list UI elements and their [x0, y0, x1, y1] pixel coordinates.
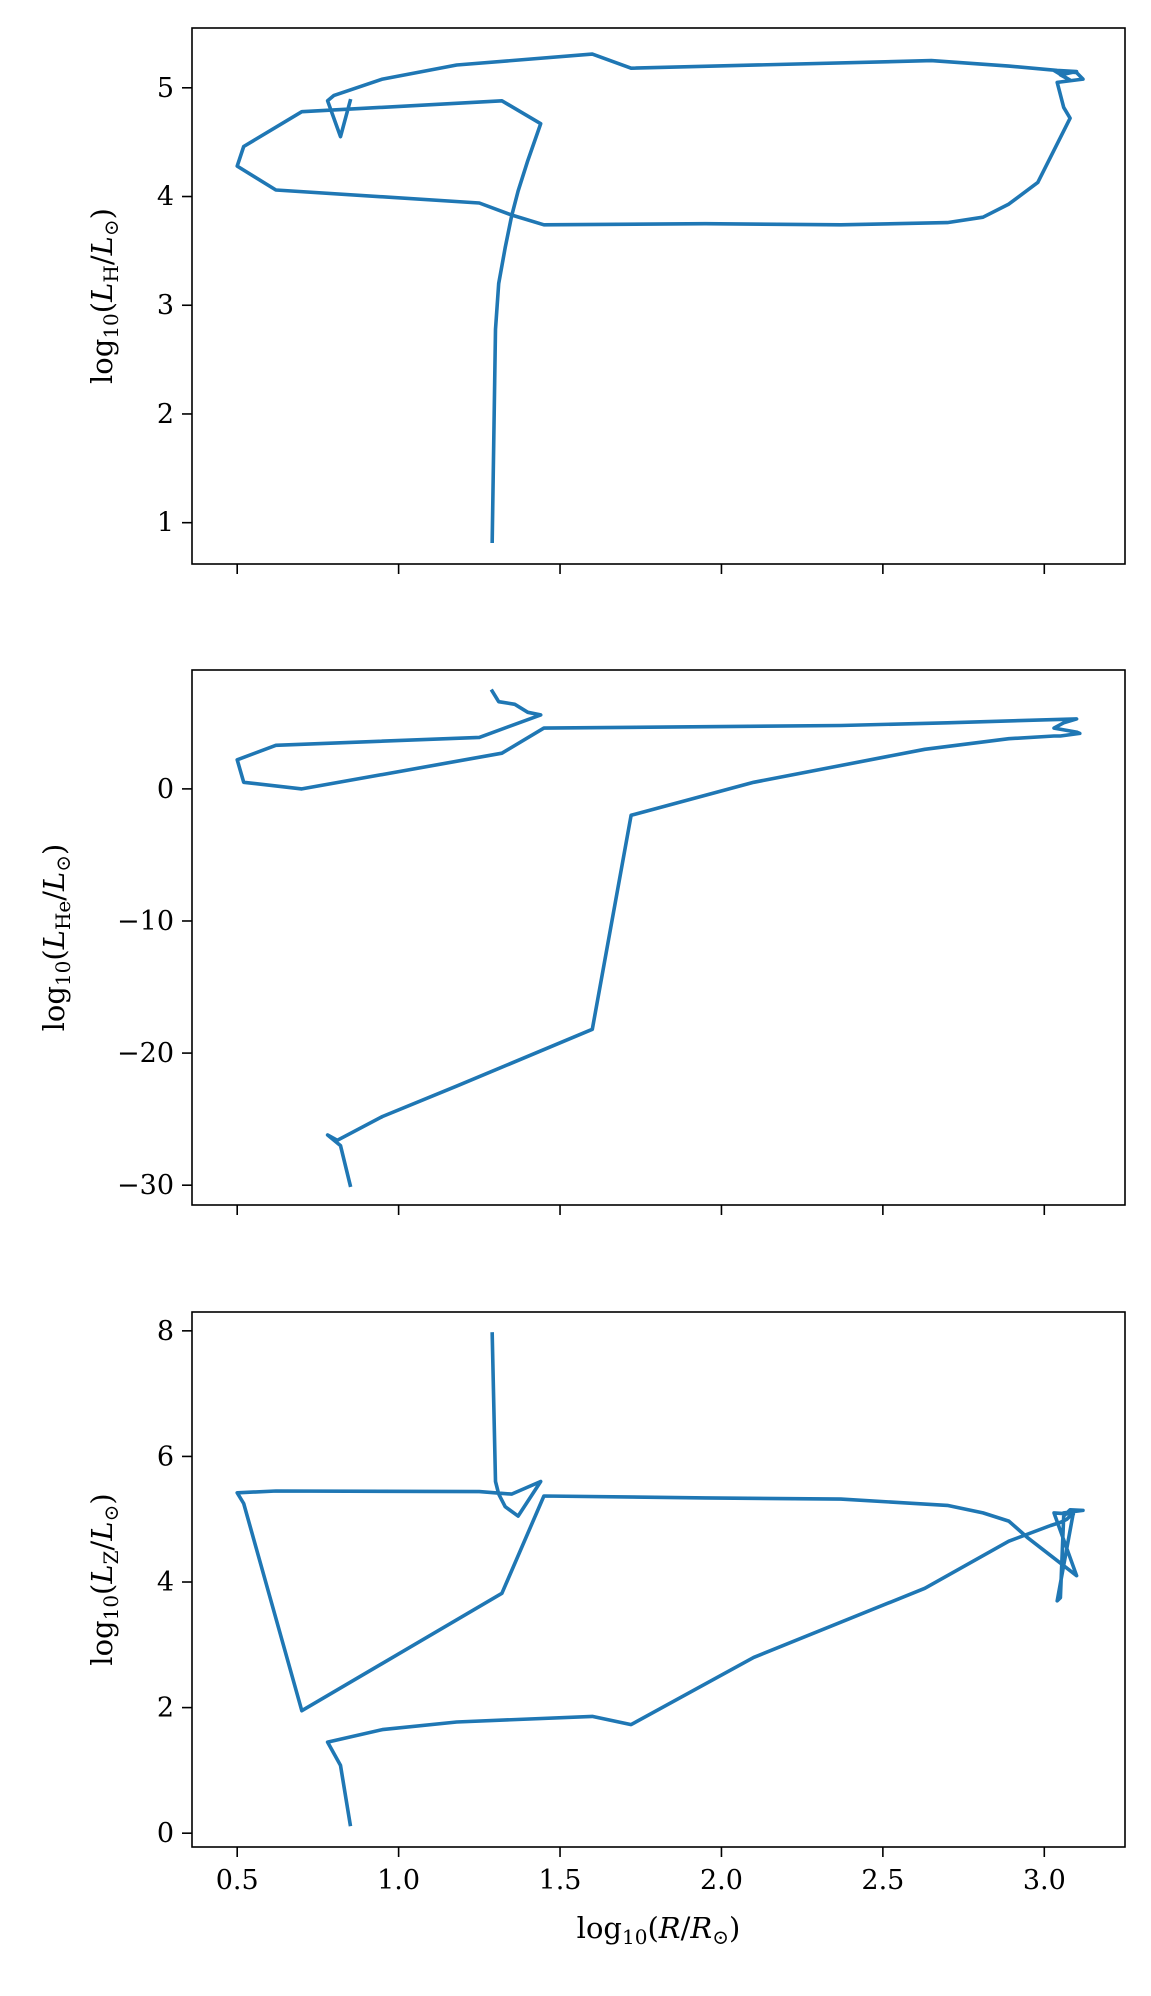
- y-tick-label: 3: [157, 290, 174, 321]
- y-tick-label: −20: [117, 1038, 174, 1069]
- panel-helium-luminosity: −30 −20 −10 0 log10(LHe/L⊙): [37, 669, 1126, 1215]
- x-axis-label: log10(R/R⊙): [577, 1911, 741, 1949]
- y-tick-label: 0: [157, 1818, 174, 1849]
- plot-frame: [191, 669, 1126, 1206]
- y-tick-label: 6: [157, 1441, 174, 1472]
- y-tick-label: −30: [117, 1170, 174, 1201]
- y-axis-label: log10(LHe/L⊙): [37, 844, 75, 1032]
- x-tick-label: 2.0: [700, 1865, 743, 1896]
- y-tick-label: 4: [157, 182, 174, 213]
- y-tick-label: 2: [157, 399, 174, 430]
- y-tick-label: 1: [157, 508, 174, 539]
- y-tick-label: 4: [157, 1567, 174, 1598]
- y-axis-label: log10(LH/L⊙): [85, 208, 123, 384]
- x-tick-label: 0.5: [216, 1865, 259, 1896]
- y-tick-label: −10: [117, 906, 174, 937]
- series-line: [235, 1332, 1085, 1827]
- y-axis-label: log10(LZ/L⊙): [85, 1493, 123, 1665]
- series-line: [235, 688, 1082, 1188]
- y-tick-label: 2: [157, 1693, 174, 1724]
- series-line: [235, 52, 1085, 544]
- x-tick-label: 1.5: [539, 1865, 582, 1896]
- plot-frame: [191, 1311, 1126, 1848]
- y-tick-label: 5: [157, 73, 174, 104]
- y-tick-label: 0: [157, 774, 174, 805]
- y-tick-label: 8: [157, 1316, 174, 1347]
- plot-frame: [191, 27, 1126, 565]
- panel-hydrogen-luminosity: 1 2 3 4 5 log10(LH/L⊙): [85, 27, 1126, 574]
- x-tick-label: 2.5: [861, 1865, 904, 1896]
- x-tick-label: 1.0: [377, 1865, 420, 1896]
- x-tick-label: 3.0: [1023, 1865, 1066, 1896]
- panel-metal-luminosity: 0 2 4 6 8 0.5 1.0 1.5 2.0 2.5 3.0 log10(LZ/L⊙): [85, 1311, 1126, 1896]
